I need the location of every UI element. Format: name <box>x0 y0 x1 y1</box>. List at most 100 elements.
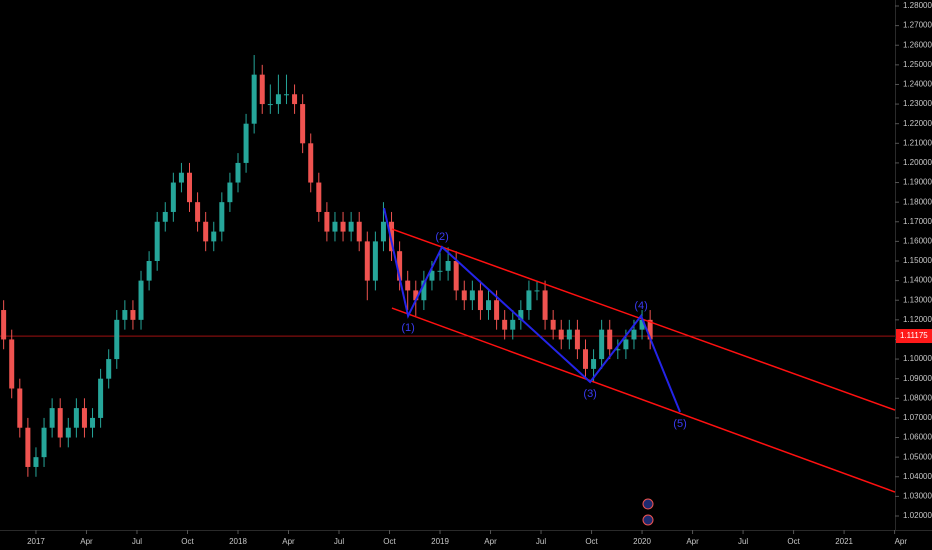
candle-body <box>469 290 475 301</box>
candle-body <box>316 182 322 212</box>
candle-body <box>437 270 443 272</box>
candle-body <box>486 300 492 311</box>
y-tick-label: 1.27000 <box>903 21 932 30</box>
candle-body <box>405 280 411 291</box>
x-tick-label: Jul <box>738 537 748 546</box>
candle-body <box>114 319 120 360</box>
candle-body <box>154 221 160 261</box>
candle-body <box>494 300 500 320</box>
candle-body <box>372 241 378 281</box>
candle-body <box>275 94 281 105</box>
y-tick-label: 1.15000 <box>903 256 932 265</box>
candle-body <box>130 310 136 320</box>
wave-label: (3) <box>583 388 596 400</box>
candle-body <box>25 427 31 467</box>
candle-body <box>243 123 249 163</box>
candle-body <box>332 221 338 232</box>
candle-body <box>283 94 289 96</box>
x-tick-label: Oct <box>787 537 800 546</box>
candle-body <box>49 408 55 428</box>
y-tick-label: 1.26000 <box>903 40 932 49</box>
candle-body <box>300 104 306 144</box>
x-tick-label: 2019 <box>431 537 449 546</box>
y-tick-label: 1.14000 <box>903 276 932 285</box>
wave-line <box>383 207 681 413</box>
candle-body <box>461 290 467 301</box>
wave-label: (5) <box>673 418 686 430</box>
y-tick-label: 1.25000 <box>903 60 932 69</box>
x-tick-label: Jul <box>536 537 546 546</box>
candle-body <box>364 241 370 281</box>
candle-body <box>195 202 201 222</box>
candle-body <box>308 143 314 183</box>
y-tick-label: 1.23000 <box>903 99 932 108</box>
candle-body <box>542 290 548 320</box>
candle-body <box>639 319 645 330</box>
y-tick-label: 1.05000 <box>903 452 932 461</box>
x-tick-label: Apr <box>895 537 908 546</box>
candle-body <box>259 74 265 105</box>
y-tick-label: 1.10000 <box>903 354 932 363</box>
candle-body <box>615 349 621 351</box>
candle-body <box>324 211 330 232</box>
candle-body <box>138 280 144 320</box>
candle-body <box>17 388 23 428</box>
candle-body <box>81 408 87 428</box>
y-tick-label: 1.02000 <box>903 511 932 520</box>
candle-body <box>227 182 233 203</box>
candle-body <box>73 408 79 428</box>
y-tick-label: 1.09000 <box>903 374 932 383</box>
candle-body <box>566 329 572 340</box>
candle-body <box>267 104 273 106</box>
candle-body <box>526 290 532 311</box>
candle-body <box>631 329 637 340</box>
y-tick-label: 1.24000 <box>903 80 932 89</box>
event-icon[interactable] <box>642 498 654 510</box>
event-icons[interactable] <box>642 498 654 526</box>
candle-body <box>518 310 524 320</box>
price-label: 1.11175 <box>900 331 928 340</box>
candle-body <box>647 319 653 340</box>
candle-body <box>57 408 63 438</box>
candle-body <box>340 221 346 232</box>
y-tick-label: 1.18000 <box>903 197 932 206</box>
event-icon[interactable] <box>642 514 654 526</box>
candle-body <box>162 211 168 222</box>
x-tick-label: 2021 <box>835 537 853 546</box>
y-tick-label: 1.19000 <box>903 178 932 187</box>
candle-body <box>445 260 451 271</box>
x-tick-label: Oct <box>585 537 598 546</box>
candle-body <box>623 339 629 350</box>
candle-body <box>607 329 613 350</box>
candle-body <box>510 319 516 330</box>
x-tick-label: Jul <box>132 537 142 546</box>
candle-body <box>421 280 427 301</box>
candle-body <box>33 457 39 467</box>
candle-body <box>502 319 508 330</box>
y-tick-label: 1.17000 <box>903 217 932 226</box>
candle-body <box>203 221 209 242</box>
candle-body <box>591 359 597 369</box>
candle-body <box>251 74 257 124</box>
y-tick-label: 1.06000 <box>903 433 932 442</box>
candle-body <box>235 162 241 183</box>
candle-body <box>98 378 104 418</box>
candle-body <box>397 251 403 281</box>
y-tick-label: 1.16000 <box>903 236 932 245</box>
y-tick-label: 1.07000 <box>903 413 932 422</box>
candle-body <box>550 319 556 330</box>
candle-body <box>574 329 580 350</box>
y-tick-label: 1.12000 <box>903 315 932 324</box>
x-tick-label: Jul <box>334 537 344 546</box>
candle-body <box>453 260 459 291</box>
candle-body <box>380 221 386 242</box>
x-tick-label: Apr <box>686 537 699 546</box>
candle-body <box>292 94 298 105</box>
y-tick-label: 1.08000 <box>903 393 932 402</box>
candle-body <box>219 202 225 232</box>
candle-body <box>429 270 435 281</box>
x-tick-label: 2018 <box>229 537 247 546</box>
candle-body <box>477 290 483 311</box>
channel-line <box>391 307 896 493</box>
